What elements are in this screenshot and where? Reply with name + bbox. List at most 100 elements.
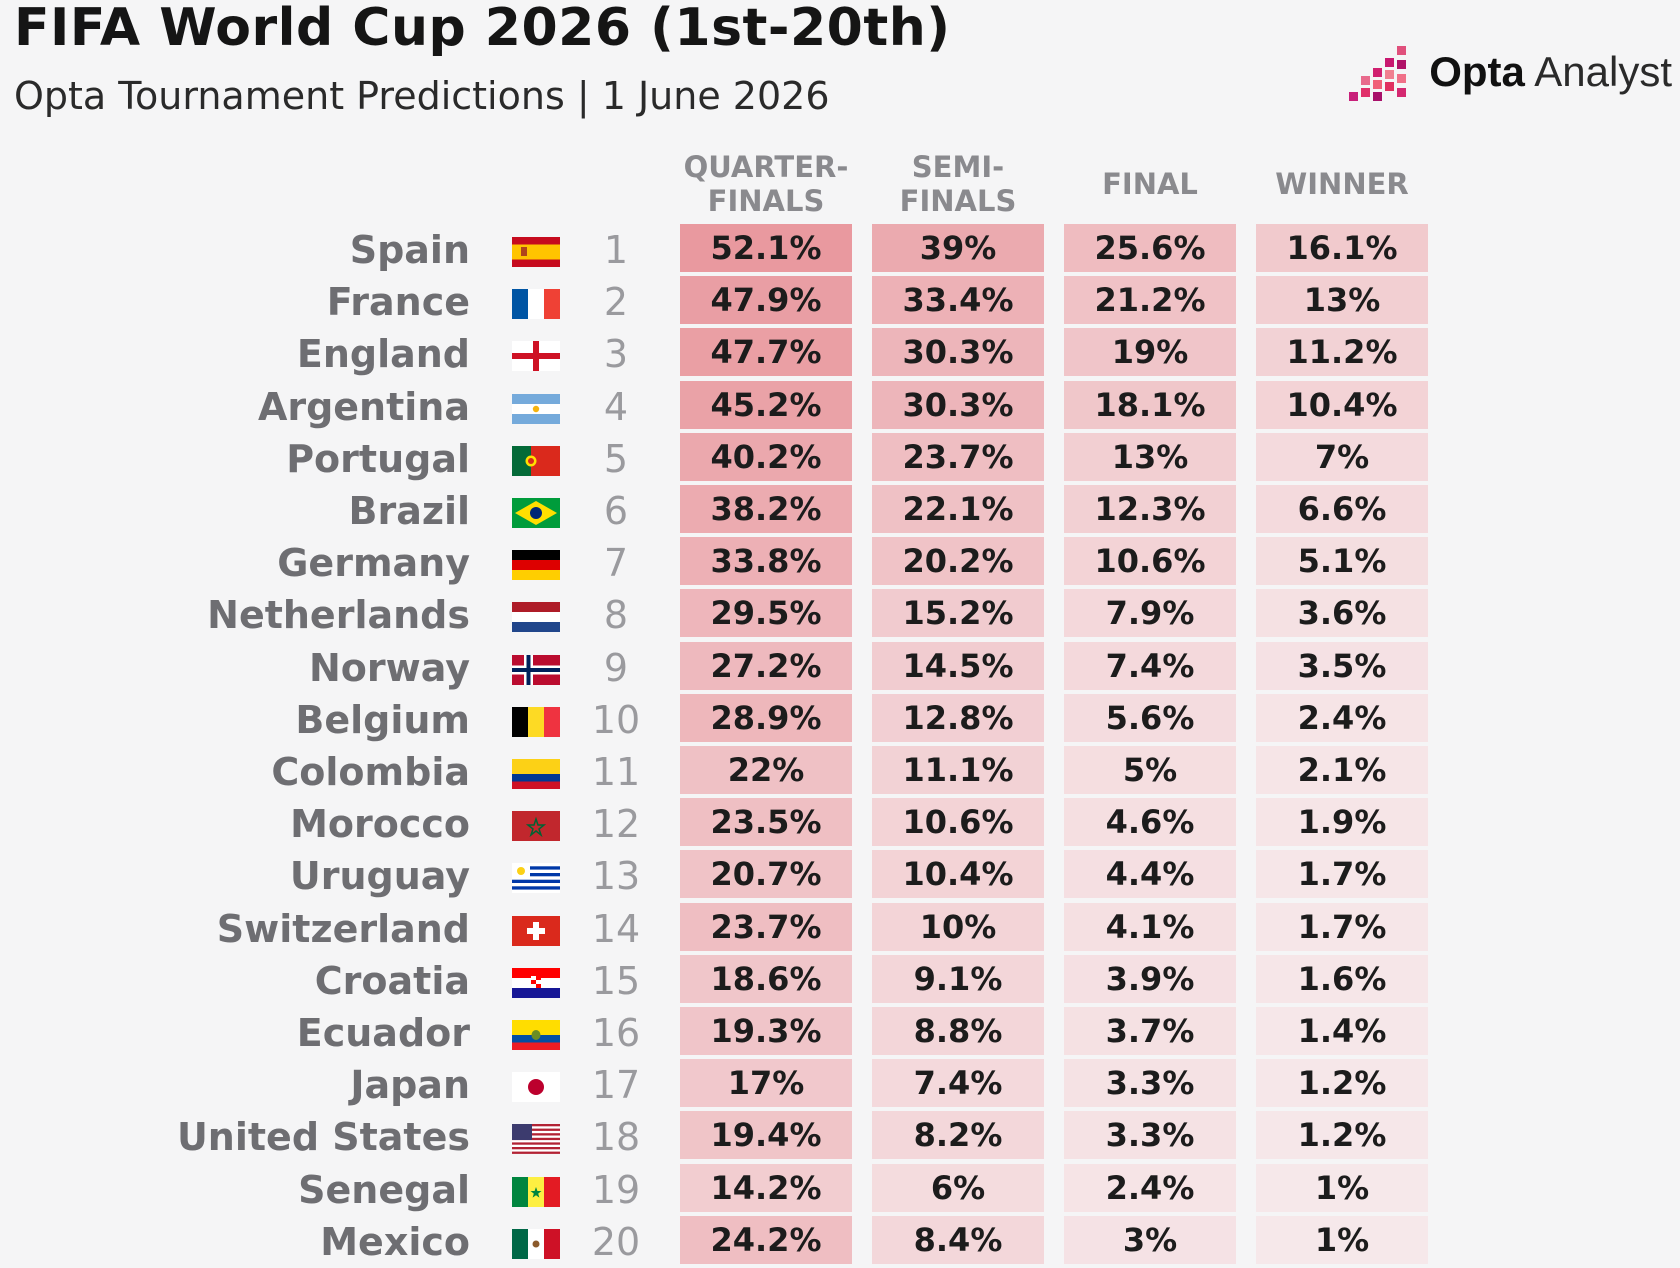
page-title: FIFA World Cup 2026 (1st-20th) [14, 0, 951, 58]
norway-flag-icon [512, 654, 560, 685]
heat-cell: 8.2% [872, 1111, 1044, 1160]
rank-number: 12 [591, 802, 641, 847]
heat-cell: 13% [1064, 432, 1236, 481]
heat-cell: 3% [1064, 1215, 1236, 1264]
heat-cell: 18.6% [680, 954, 852, 1003]
table-row: Senegal 19 14.2% 6% 2.4% 1% [0, 1163, 1680, 1216]
heat-cell: 33.8% [680, 537, 852, 586]
table-row: Morocco 12 23.5% 10.6% 4.6% 1.9% [0, 798, 1680, 850]
table-row: Uruguay 13 20.7% 10.4% 4.4% 1.7% [0, 850, 1680, 902]
rank-number: 18 [591, 1115, 641, 1160]
table-row: Switzerland 14 23.7% 10% 4.1% 1.7% [0, 902, 1680, 955]
spain-flag-icon [512, 237, 560, 267]
heat-cell: 5% [1064, 746, 1236, 794]
heat-cell: 4.4% [1064, 850, 1236, 899]
team-name: Belgium [295, 697, 470, 742]
brazil-flag-icon [512, 498, 560, 528]
table-row: Belgium 10 28.9% 12.8% 5.6% 2.4% [0, 693, 1680, 746]
england-flag-icon [512, 341, 560, 372]
rank-number: 1 [603, 228, 629, 272]
heat-cell: 10% [872, 902, 1044, 951]
heat-cell: 3.9% [1064, 954, 1236, 1003]
heat-cell: 27.2% [680, 641, 852, 690]
team-name: England [296, 332, 470, 377]
column-header-0: QUARTER- FINALS [683, 150, 849, 218]
table-row: Croatia 15 18.6% 9.1% 3.9% 1.6% [0, 954, 1680, 1007]
heat-cell: 45.2% [680, 380, 852, 429]
netherlands-flag-icon [512, 602, 560, 633]
mexico-flag-icon [512, 1228, 560, 1259]
japan-flag-icon [512, 1072, 560, 1103]
heat-cell: 5.1% [1256, 537, 1428, 586]
team-name: Uruguay [289, 854, 470, 899]
heat-cell: 19.4% [680, 1111, 852, 1160]
heat-cell: 33.4% [872, 276, 1044, 325]
heat-cell: 13% [1256, 276, 1428, 325]
team-name: Spain [349, 228, 470, 272]
heat-cell: 21.2% [1064, 276, 1236, 325]
heat-cell: 40.2% [680, 432, 852, 481]
usa-flag-icon [512, 1124, 560, 1155]
heat-cell: 22% [680, 746, 852, 794]
rank-number: 10 [591, 697, 641, 742]
opta-analyst-logo-icon [1349, 46, 1407, 101]
ecuador-flag-icon [512, 1020, 560, 1050]
heat-cell: 3.7% [1064, 1007, 1236, 1055]
morocco-flag-icon [512, 811, 560, 842]
rank-number: 16 [591, 1011, 641, 1055]
table-row: Brazil 6 38.2% 22.1% 12.3% 6.6% [0, 485, 1680, 537]
column-header-3: WINNER [1275, 167, 1409, 201]
heat-cell: 39% [872, 224, 1044, 272]
argentina-flag-icon [512, 393, 560, 424]
uruguay-flag-icon [512, 863, 560, 894]
team-name: France [326, 280, 470, 325]
heat-cell: 52.1% [680, 224, 852, 272]
table-row: Mexico 20 24.2% 8.4% 3% 1% [0, 1215, 1680, 1268]
heat-cell: 1.2% [1256, 1111, 1428, 1160]
heat-cell: 1.6% [1256, 954, 1428, 1003]
heat-cell: 10.6% [872, 798, 1044, 847]
rank-number: 6 [603, 489, 629, 533]
heat-cell: 7.4% [1064, 641, 1236, 690]
heat-cell: 14.5% [872, 641, 1044, 690]
heat-cell: 1.7% [1256, 902, 1428, 951]
heat-cell: 24.2% [680, 1215, 852, 1264]
team-name: Colombia [271, 750, 470, 794]
heat-cell: 4.6% [1064, 798, 1236, 847]
table-row: Colombia 11 22% 11.1% 5% 2.1% [0, 746, 1680, 798]
heat-cell: 1% [1256, 1215, 1428, 1264]
heat-cell: 3.5% [1256, 641, 1428, 690]
heat-cell: 5.6% [1064, 693, 1236, 742]
germany-flag-icon [512, 550, 560, 581]
heat-cell: 47.9% [680, 276, 852, 325]
table-row: United States 18 19.4% 8.2% 3.3% 1.2% [0, 1111, 1680, 1163]
switzerland-flag-icon [512, 915, 560, 946]
table-row: England 3 47.7% 30.3% 19% 11.2% [0, 328, 1680, 380]
heat-cell: 2.1% [1256, 746, 1428, 794]
rank-number: 2 [603, 280, 629, 325]
team-name: United States [176, 1115, 470, 1160]
rank-number: 5 [603, 436, 629, 481]
heat-cell: 2.4% [1256, 693, 1428, 742]
heat-cell: 3.3% [1064, 1111, 1236, 1160]
heat-cell: 47.7% [680, 328, 852, 377]
heat-cell: 7% [1256, 432, 1428, 481]
heat-cell: 30.3% [872, 380, 1044, 429]
rank-number: 11 [591, 750, 641, 794]
heat-cell: 14.2% [680, 1163, 852, 1212]
heat-cell: 15.2% [872, 589, 1044, 638]
team-name: Morocco [290, 802, 470, 847]
table-row: Japan 17 17% 7.4% 3.3% 1.2% [0, 1059, 1680, 1111]
team-name: Japan [350, 1063, 470, 1108]
heat-cell: 17% [680, 1059, 852, 1108]
croatia-flag-icon [512, 967, 560, 998]
heat-cell: 10.4% [872, 850, 1044, 899]
team-name: Mexico [320, 1219, 470, 1264]
heat-cell: 3.6% [1256, 589, 1428, 638]
heat-cell: 22.1% [872, 485, 1044, 533]
portugal-flag-icon [512, 445, 560, 476]
heat-cell: 1% [1256, 1163, 1428, 1212]
heat-cell: 30.3% [872, 328, 1044, 377]
rank-number: 14 [591, 906, 641, 951]
table-row: Argentina 4 45.2% 30.3% 18.1% 10.4% [0, 380, 1680, 433]
